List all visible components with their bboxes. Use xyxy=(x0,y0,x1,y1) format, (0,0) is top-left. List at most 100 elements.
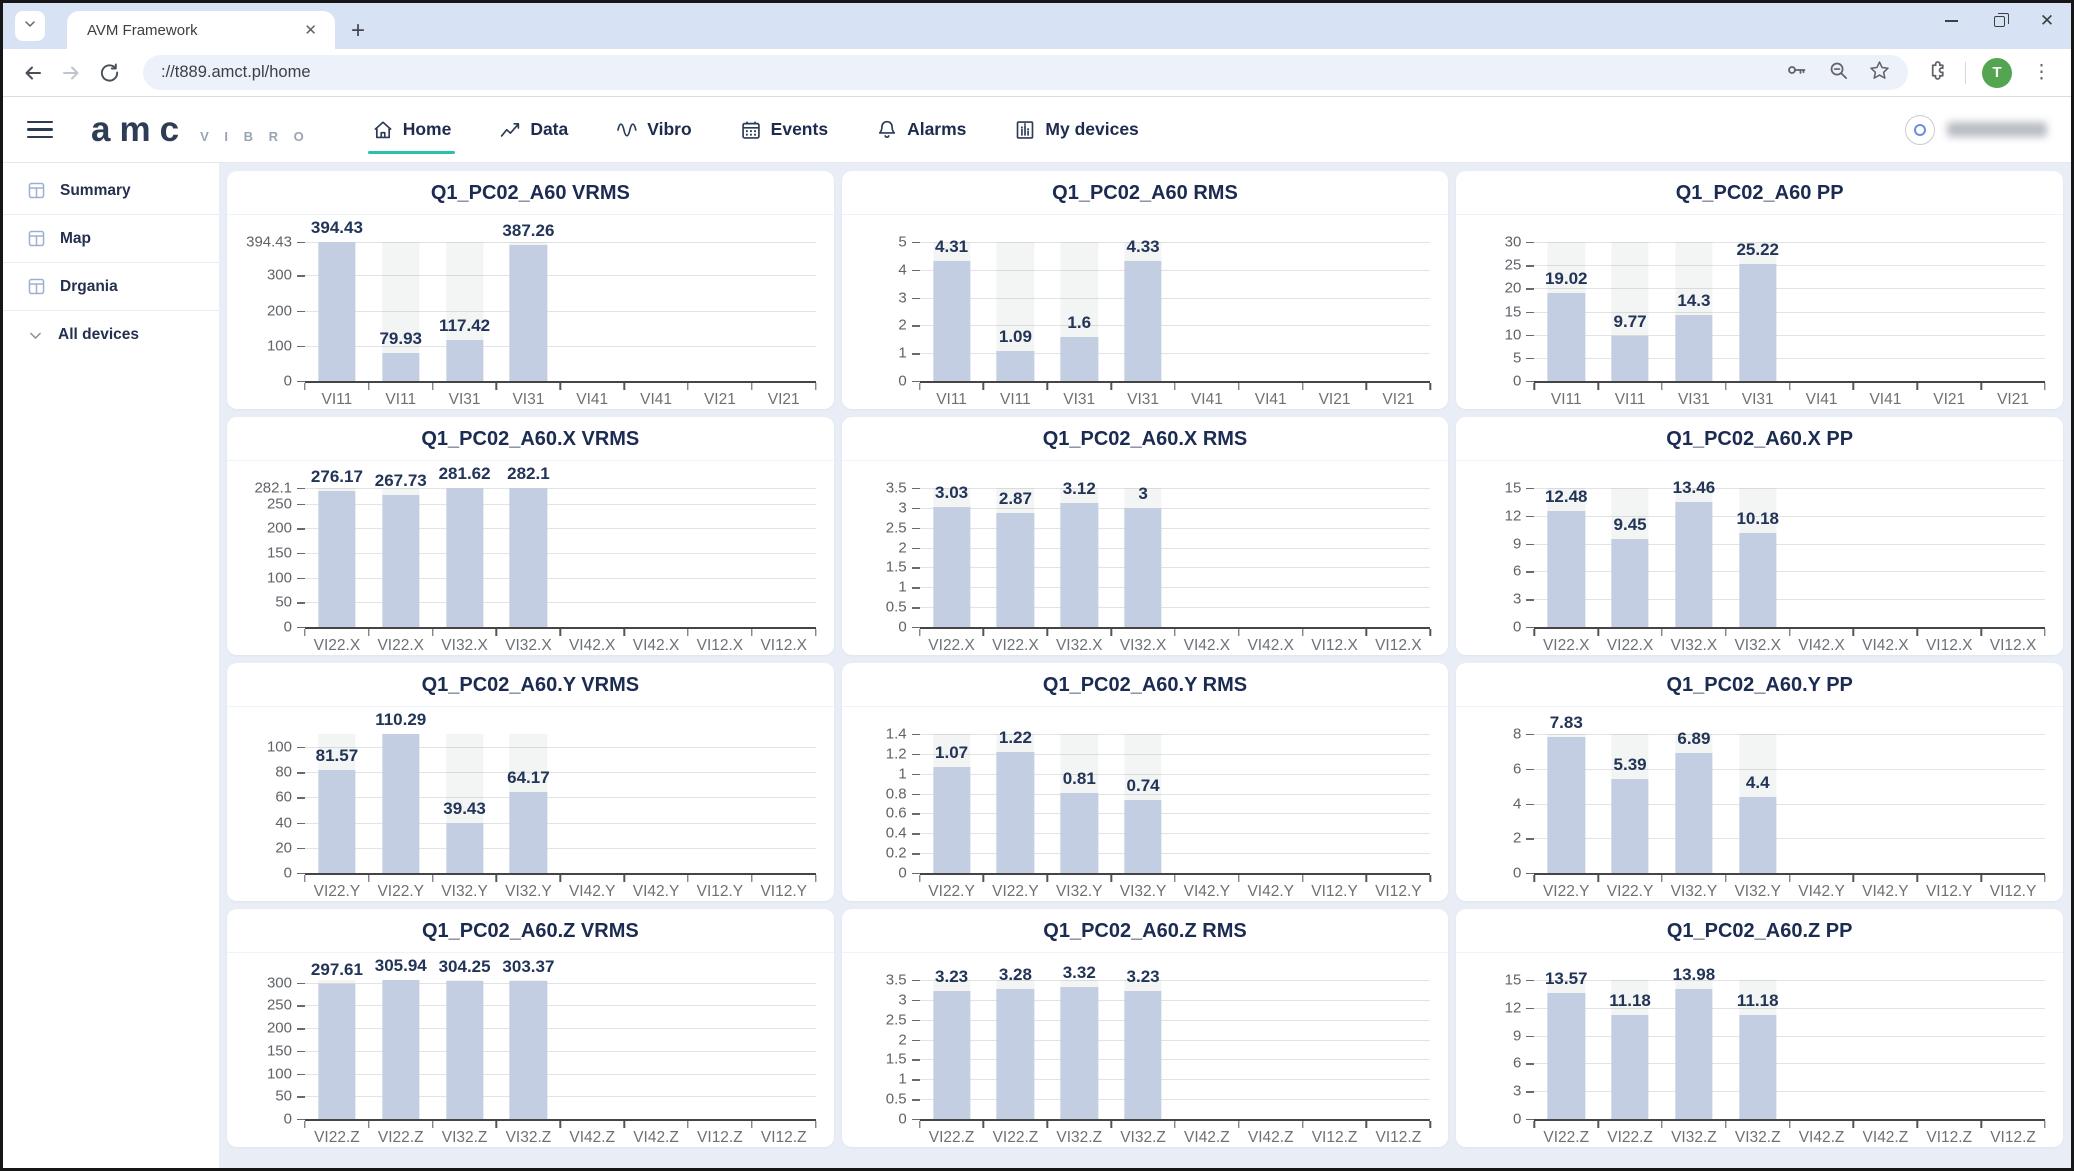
bar[interactable] xyxy=(932,506,971,627)
y-axis-tick-label: 1.4 xyxy=(885,725,907,743)
bar[interactable] xyxy=(1739,1015,1777,1119)
bar[interactable] xyxy=(1611,335,1649,381)
bar[interactable] xyxy=(1124,799,1162,873)
close-button[interactable]: ✕ xyxy=(2039,12,2055,29)
bar[interactable] xyxy=(445,488,484,627)
bar[interactable] xyxy=(1060,987,1098,1119)
minimize-button[interactable] xyxy=(1943,13,1959,29)
bar[interactable] xyxy=(1611,1015,1649,1119)
y-axis-tick-label: 2.5 xyxy=(885,1011,907,1029)
bar[interactable] xyxy=(996,350,1035,381)
nav-item-events[interactable]: Events xyxy=(740,97,828,162)
bar[interactable] xyxy=(1060,336,1098,381)
nav-item-data[interactable]: Data xyxy=(499,97,568,162)
chart-card: Q1_PC02_A60.X PP 15 12 9 6 3 0 12.48 9.45 13.46 10… xyxy=(1456,417,2063,655)
bar[interactable] xyxy=(382,734,420,873)
sidebar: Summary Map Drgania All devices xyxy=(3,163,219,1168)
back-button[interactable] xyxy=(19,59,47,87)
bar[interactable] xyxy=(1675,502,1713,627)
browser-tab[interactable]: AVM Framework ✕ xyxy=(67,11,335,49)
bar[interactable] xyxy=(318,983,356,1119)
sidebar-item-summary[interactable]: Summary xyxy=(3,167,219,215)
bookmark-star-icon[interactable] xyxy=(1869,60,1890,86)
nav-item-vibro[interactable]: Vibro xyxy=(616,97,692,162)
bar[interactable] xyxy=(318,490,356,627)
password-key-icon[interactable] xyxy=(1786,59,1808,86)
bar[interactable] xyxy=(1060,792,1098,873)
bar[interactable] xyxy=(996,751,1035,873)
extensions-icon[interactable] xyxy=(1926,59,1949,87)
x-axis-category-label: VI42.X xyxy=(1247,637,1294,654)
bar[interactable] xyxy=(445,823,484,873)
bar[interactable] xyxy=(509,981,548,1119)
bar[interactable] xyxy=(1124,507,1162,627)
tab-search-button[interactable] xyxy=(15,11,45,41)
nav-item-my-devices[interactable]: My devices xyxy=(1014,97,1139,162)
bar[interactable] xyxy=(509,792,548,873)
bar[interactable] xyxy=(509,244,548,381)
forward-button[interactable] xyxy=(57,59,85,87)
bar[interactable] xyxy=(382,980,420,1119)
nav-item-label: Vibro xyxy=(647,119,692,139)
charts-grid: Q1_PC02_A60 VRMS 394.43 300 200 100 0 394.43 79… xyxy=(219,163,2071,1168)
sidebar-item-drgania[interactable]: Drgania xyxy=(3,263,219,311)
maximize-button[interactable] xyxy=(1991,12,2009,29)
bar[interactable] xyxy=(1124,260,1162,381)
main-nav: Home Data Vibro Events Alarms My devices xyxy=(367,97,1139,162)
bar[interactable] xyxy=(445,980,484,1119)
bar-value-label: 4.31 xyxy=(935,237,969,257)
bar[interactable] xyxy=(1547,292,1585,381)
bar[interactable] xyxy=(1675,753,1713,873)
bar[interactable] xyxy=(996,988,1035,1119)
bar[interactable] xyxy=(932,990,971,1119)
bar[interactable] xyxy=(318,242,356,381)
bar[interactable] xyxy=(382,495,420,627)
bar[interactable] xyxy=(509,488,548,627)
x-axis-category-label: VI32.Z xyxy=(505,1129,552,1146)
chart-plot: 394.43 300 200 100 0 394.43 79.93 117.42 387.26 xyxy=(246,218,817,390)
bar[interactable] xyxy=(1611,779,1649,873)
bar[interactable] xyxy=(1739,264,1777,381)
sidebar-item-all-devices[interactable]: All devices xyxy=(3,311,219,359)
y-axis-tick-label: 0 xyxy=(1512,864,1522,882)
hamburger-menu-icon[interactable] xyxy=(27,120,53,139)
user-area[interactable] xyxy=(1905,114,2047,145)
browser-profile-avatar[interactable]: T xyxy=(1982,57,2012,88)
bar[interactable] xyxy=(445,339,484,381)
bar[interactable] xyxy=(1675,314,1713,381)
bar[interactable] xyxy=(1547,736,1585,873)
bar[interactable] xyxy=(932,766,971,873)
tab-close-icon[interactable]: ✕ xyxy=(304,22,317,39)
x-axis-category-label: VI42.X xyxy=(568,637,616,654)
bar[interactable] xyxy=(1124,990,1162,1119)
address-bar[interactable]: ://t889.amct.pl/home xyxy=(143,55,1908,90)
bar[interactable] xyxy=(1547,993,1585,1119)
bar[interactable] xyxy=(1675,989,1713,1119)
bar[interactable] xyxy=(1611,539,1649,627)
bar[interactable] xyxy=(1547,511,1585,627)
bar[interactable] xyxy=(1739,796,1777,873)
chart-title: Q1_PC02_A60.X PP xyxy=(1456,417,2063,461)
new-tab-button[interactable]: + xyxy=(351,17,366,44)
bar[interactable] xyxy=(1739,532,1777,627)
bar[interactable] xyxy=(932,261,971,381)
url-text: ://t889.amct.pl/home xyxy=(161,63,311,81)
bar[interactable] xyxy=(996,513,1035,627)
y-axis-tick-label: 15 xyxy=(1504,303,1522,320)
nav-item-home[interactable]: Home xyxy=(367,97,455,162)
nav-item-alarms[interactable]: Alarms xyxy=(876,97,966,162)
bar[interactable] xyxy=(318,770,356,873)
x-axis-category-label: VI12.Y xyxy=(760,883,807,900)
zoom-out-icon[interactable] xyxy=(1828,60,1849,86)
bar[interactable] xyxy=(382,352,420,381)
bar[interactable] xyxy=(1060,503,1098,627)
y-axis-tick-label: 3 xyxy=(1512,590,1522,608)
x-axis-category-label: VI12.Z xyxy=(697,1129,743,1146)
reload-button[interactable] xyxy=(95,59,123,87)
nav-item-label: Data xyxy=(530,119,569,139)
sidebar-item-map[interactable]: Map xyxy=(3,215,219,263)
x-axis-category-label: VI32.X xyxy=(441,637,488,654)
browser-menu-icon[interactable]: ⋮ xyxy=(2032,62,2051,83)
x-axis-category-label: VI42.Y xyxy=(568,883,616,900)
x-axis-category-label: VI12.Z xyxy=(1990,1129,2036,1146)
